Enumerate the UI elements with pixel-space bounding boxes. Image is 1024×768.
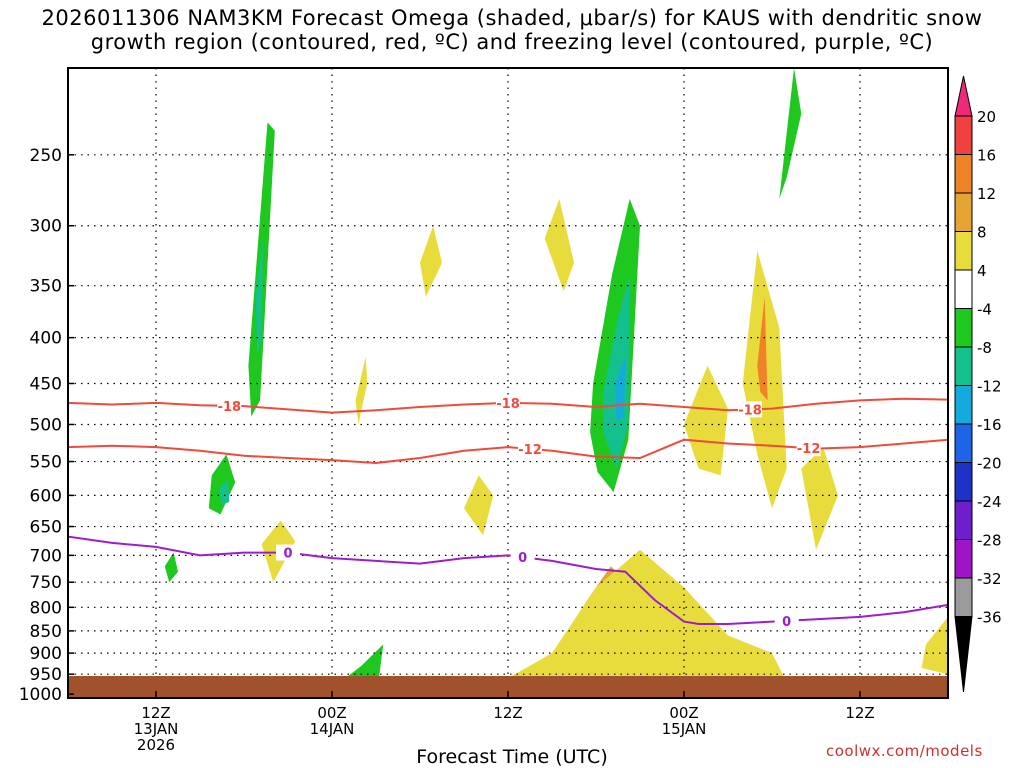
ytick-label-500: 500 (30, 415, 62, 435)
xtick-label-6-2: 2026 (137, 736, 175, 754)
ytick-label-550: 550 (30, 453, 62, 473)
contour-label-bg--12C-1 (796, 440, 821, 457)
contour-label-bg-0C-2 (774, 612, 799, 629)
contour-label--18C-2: -18 (738, 403, 762, 418)
y-axis: 2503003504004505005506006507007508008509… (19, 146, 74, 705)
xtick-label-30-0: 12Z (493, 704, 522, 722)
omega-region-16 (208, 454, 236, 515)
colorbar-label-4: 4 (977, 262, 987, 280)
omega-shading-layer (164, 68, 948, 693)
colorbar-label-9: -20 (977, 455, 1002, 473)
omega-region-13 (464, 475, 494, 536)
ytick-label-400: 400 (30, 329, 62, 349)
ytick-label-1000: 1000 (19, 685, 62, 705)
colorbar-box-2 (954, 154, 973, 194)
grid-layer (68, 68, 948, 698)
xtick-label-18-0: 00Z (317, 704, 346, 722)
colorbar-label-7: -12 (977, 378, 1002, 396)
contour-label--18C-1: -18 (496, 397, 520, 412)
contour-label-bg--18C-0 (217, 397, 242, 414)
colorbar-top-arrow (954, 75, 973, 117)
omega-region-7 (508, 549, 787, 693)
colorbar-box-10 (954, 462, 973, 502)
colorbar-label-10: -24 (977, 493, 1002, 511)
omega-region-22 (355, 356, 368, 425)
colorbar-label-2: 12 (977, 185, 996, 203)
colorbar-box-6 (954, 308, 973, 348)
colorbar-box-3 (954, 192, 973, 232)
ytick-label-650: 650 (30, 518, 62, 538)
colorbar-box-8 (954, 385, 973, 425)
omega-region-17 (219, 478, 230, 505)
colorbar-box-1 (954, 115, 973, 155)
colorbar: 20 16 12 8 4 -4 -8 -12 -16 -20 -24 -28 -32 -36 (954, 75, 1002, 693)
xtick-label-6-1: 13JAN (134, 720, 179, 738)
contour-label-0C-1: 0 (518, 551, 527, 566)
ytick-label-850: 850 (30, 622, 62, 642)
contour-label-bg--18C-1 (496, 394, 520, 411)
colorbar-label-8: -16 (977, 416, 1002, 434)
ytick-label-600: 600 (30, 486, 62, 506)
ground-terrain (68, 676, 948, 698)
xtick-label-18-1: 14JAN (310, 720, 355, 738)
colorbar-box-4 (954, 231, 973, 271)
contour-label--12C-0: -12 (518, 443, 542, 458)
colorbar-label-0: 20 (977, 108, 996, 126)
ytick-label-900: 900 (30, 644, 62, 664)
colorbar-label-13: -36 (977, 609, 1002, 627)
omega-region-20 (921, 616, 948, 675)
chart-title-line-2: growth region (contoured, red, ºC) and f… (90, 30, 934, 54)
contour-label-0C-2: 0 (782, 615, 791, 630)
colorbar-box-7 (954, 346, 973, 386)
omega-region-12 (544, 198, 574, 292)
omega-region-3 (603, 274, 630, 469)
contour-label-bg--12C-0 (518, 440, 542, 457)
contour-layer: -18 -18 -18 -12 -12 0 0 0 (68, 394, 948, 630)
xtick-label-54-0: 12Z (845, 704, 874, 722)
xtick-label-42-0: 00Z (669, 704, 698, 722)
ytick-label-700: 700 (30, 546, 62, 566)
colorbar-box-5 (954, 269, 973, 309)
contour-label-0C-0: 0 (283, 547, 292, 562)
xtick-label-6-0: 12Z (141, 704, 170, 722)
colorbar-label-6: -8 (977, 339, 992, 357)
colorbar-box-12 (954, 539, 973, 579)
omega-region-1 (255, 238, 264, 357)
chart-title-line-1: 2026011306 NAM3KM Forecast Omega (shaded… (41, 6, 983, 30)
colorbar-box-11 (954, 500, 973, 540)
credit-text: coolwx.com/models (826, 742, 983, 760)
contour-label-bg--18C-2 (738, 401, 762, 418)
colorbar-bottom-arrow (954, 616, 973, 693)
contour-label-bg-0C-0 (276, 544, 300, 561)
omega-region-21 (420, 225, 442, 297)
colorbar-label-11: -28 (977, 532, 1002, 550)
ytick-label-300: 300 (30, 217, 62, 237)
colorbar-label-3: 8 (977, 224, 987, 242)
ytick-label-450: 450 (30, 374, 62, 394)
contour-label--12C-1: -12 (797, 442, 821, 457)
xtick-label-42-1: 15JAN (662, 720, 707, 738)
omega-region-18 (779, 68, 802, 199)
ytick-label-950: 950 (30, 665, 62, 685)
colorbar-box-9 (954, 423, 973, 463)
ytick-label-250: 250 (30, 146, 62, 166)
ytick-label-350: 350 (30, 277, 62, 297)
omega-region-19 (164, 552, 178, 583)
omega-region-11 (757, 296, 768, 401)
omega-region-14 (801, 447, 838, 550)
contour-label-bg-0C-1 (510, 549, 535, 566)
ytick-label-800: 800 (30, 598, 62, 618)
contour-label--18C-0: -18 (218, 400, 242, 415)
colorbar-label-1: 16 (977, 147, 996, 165)
colorbar-label-5: -4 (977, 301, 992, 319)
ytick-label-750: 750 (30, 573, 62, 593)
colorbar-box-13 (954, 577, 973, 617)
omega-region-9 (684, 365, 728, 476)
colorbar-label-12: -32 (977, 570, 1002, 588)
x-axis-label: Forecast Time (UTC) (416, 746, 608, 768)
